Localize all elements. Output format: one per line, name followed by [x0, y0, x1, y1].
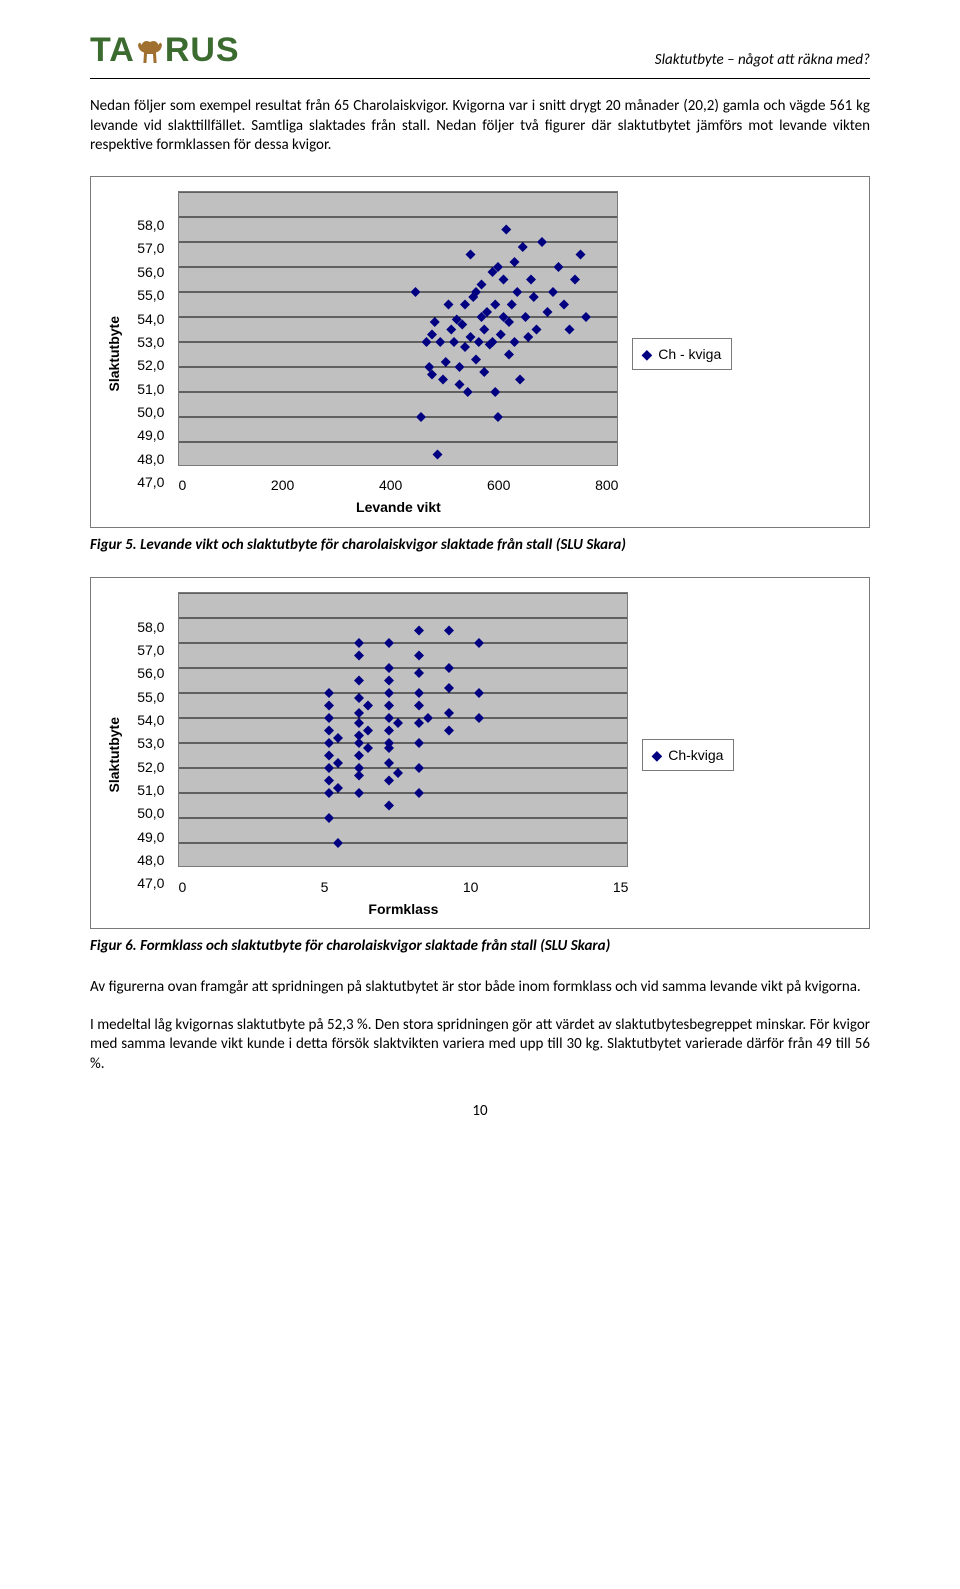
figure-6-caption: Figur 6. Formklass och slaktutbyte för c…	[90, 937, 870, 957]
bull-icon	[133, 33, 167, 63]
figure-5-caption: Figur 5. Levande vikt och slaktutbyte fö…	[90, 536, 870, 556]
chart2-plot	[178, 592, 628, 867]
figure-5: Slaktutbyte 58,057,056,055,054,053,052,0…	[90, 176, 870, 528]
chart1-y-ticks: 58,057,056,055,054,053,052,051,050,049,0…	[137, 216, 164, 491]
outro-paragraph-1: Av figurerna ovan framgår att spridninge…	[90, 978, 870, 998]
chart2-x-label: Formklass	[178, 900, 628, 918]
logo-text-left: TA	[90, 28, 135, 72]
page-header: TA RUS Slaktutbyte – något att räkna med…	[90, 28, 870, 72]
chart2-legend: ◆ Ch-kviga	[642, 739, 734, 771]
intro-paragraph: Nedan följer som exempel resultat från 6…	[90, 97, 870, 156]
chart1-plot	[178, 191, 618, 466]
figure-6: Slaktutbyte 58,057,056,055,054,053,052,0…	[90, 577, 870, 929]
chart2-x-ticks: 051015	[178, 878, 628, 896]
chart2-y-label: Slaktutbyte	[105, 717, 123, 792]
chart2-y-ticks: 58,057,056,055,054,053,052,051,050,049,0…	[137, 618, 164, 893]
diamond-icon: ◆	[651, 748, 662, 762]
chart2-legend-label: Ch-kviga	[668, 746, 723, 764]
page-number: 10	[90, 1102, 870, 1122]
logo-text-right: RUS	[165, 28, 240, 72]
chart1-x-label: Levande vikt	[178, 498, 618, 516]
chart1-y-label: Slaktutbyte	[105, 316, 123, 391]
header-rule	[90, 78, 870, 79]
header-subtitle: Slaktutbyte – något att räkna med?	[655, 51, 870, 73]
outro-paragraph-2: I medeltal låg kvigornas slaktutbyte på …	[90, 1016, 870, 1075]
diamond-icon: ◆	[641, 347, 652, 361]
logo: TA RUS	[90, 28, 240, 72]
chart1-x-ticks: 0200400600800	[178, 476, 618, 494]
chart1-legend-label: Ch - kviga	[658, 345, 721, 363]
chart1-legend: ◆ Ch - kviga	[632, 338, 732, 370]
